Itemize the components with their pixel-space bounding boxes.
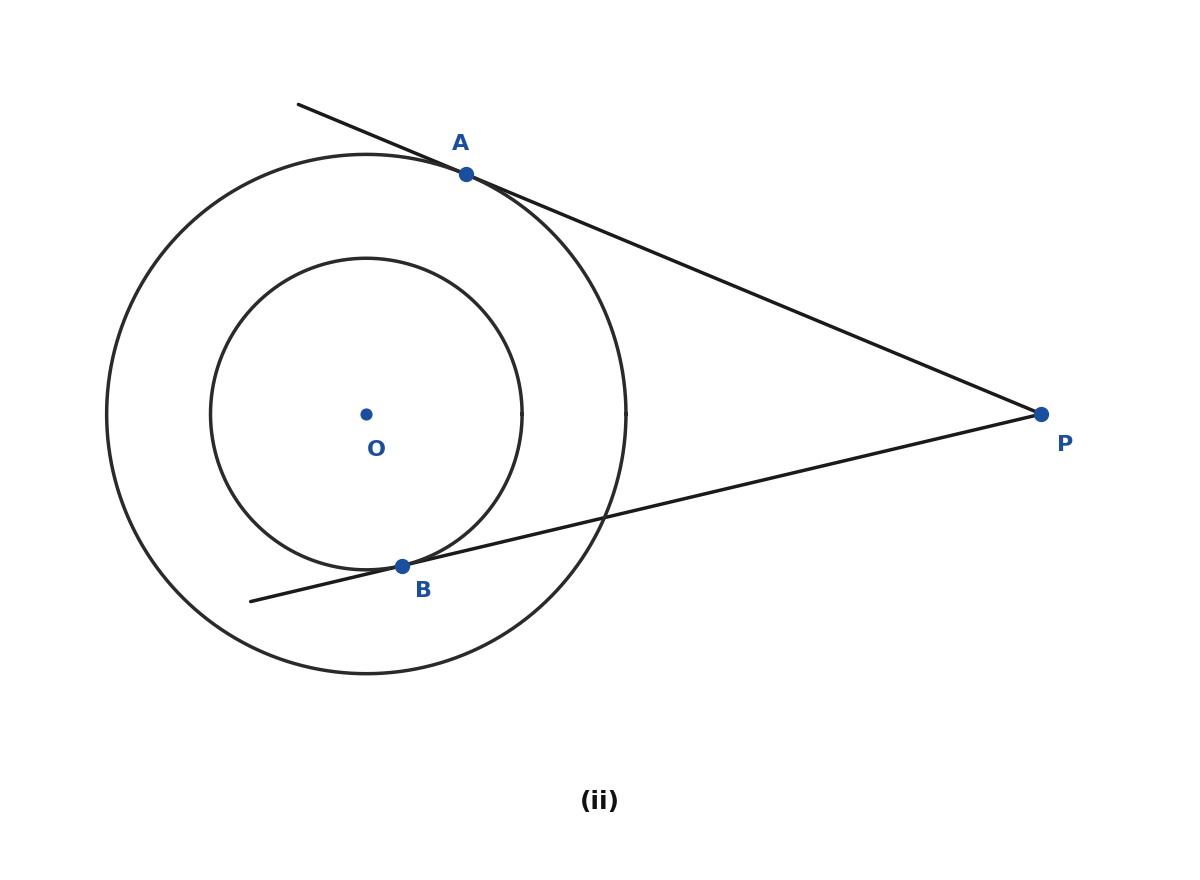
- Text: P: P: [1057, 435, 1073, 455]
- Point: [392, 559, 412, 573]
- Point: [1032, 407, 1051, 421]
- Text: B: B: [414, 581, 432, 601]
- Point: [456, 167, 475, 181]
- Text: (ii): (ii): [580, 790, 620, 814]
- Text: A: A: [452, 134, 469, 154]
- Point: [356, 407, 376, 421]
- Text: O: O: [367, 440, 386, 460]
